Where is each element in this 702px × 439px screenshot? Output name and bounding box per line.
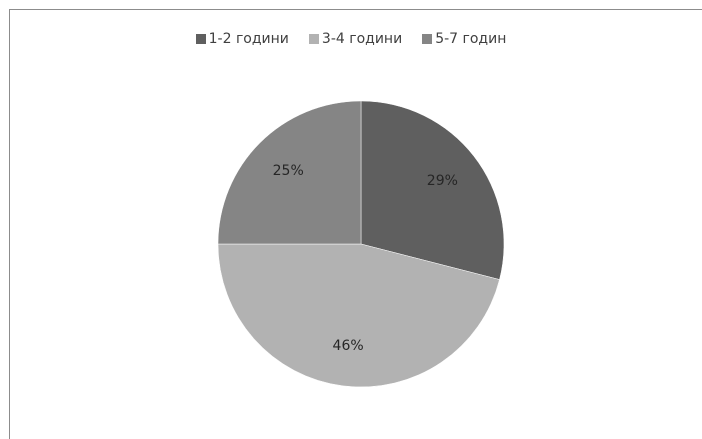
legend-swatch [195, 34, 206, 44]
data-label-5-7-years: 25% [273, 163, 304, 179]
legend-item-3-4-years: 3-4 години [308, 31, 403, 47]
legend-item-1-2-years: 1-2 години [195, 31, 289, 47]
legend-swatch [422, 34, 433, 44]
data-label-3-4-years: 46% [333, 338, 364, 354]
pie-slice-3-4-years [217, 243, 500, 388]
legend: 1-2 години 3-4 години 5-7 годин [0, 31, 702, 47]
pie-slice-5-7-years [217, 100, 362, 245]
legend-item-5-7-years: 5-7 годин [422, 31, 506, 47]
data-label-1-2-years: 29% [427, 173, 458, 189]
legend-swatch [308, 34, 319, 44]
legend-label: 5-7 годин [435, 31, 507, 47]
pie-slice-1-2-years [360, 100, 505, 280]
legend-label: 1-2 години [208, 31, 289, 47]
legend-label: 3-4 години [321, 31, 403, 47]
pie-chart: 29% 46% 25% [217, 100, 505, 388]
